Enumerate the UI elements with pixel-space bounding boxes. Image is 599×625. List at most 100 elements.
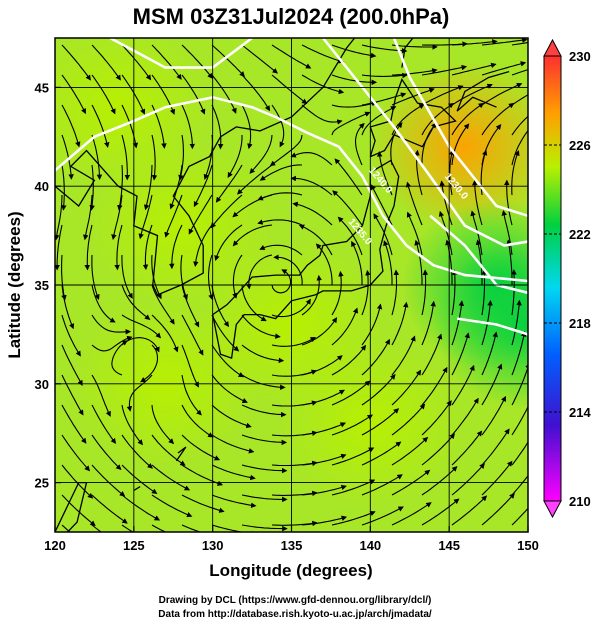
streamline	[211, 74, 237, 114]
streamline	[361, 373, 396, 406]
contour-line	[429, 214, 528, 295]
streamline	[481, 460, 513, 496]
contour-line	[456, 317, 528, 336]
streamline	[391, 68, 438, 76]
coastline	[369, 78, 457, 158]
streamline	[301, 274, 322, 316]
streamline	[271, 336, 317, 347]
streamline	[61, 314, 81, 357]
streamline	[241, 344, 285, 364]
x-tick-label: 150	[517, 538, 539, 553]
streamline	[241, 524, 288, 532]
streamline	[181, 404, 214, 438]
streamline	[451, 463, 485, 496]
streamline	[292, 201, 333, 226]
x-axis-label: Longitude (degrees)	[209, 561, 372, 580]
streamline	[169, 224, 183, 270]
streamline	[511, 331, 527, 376]
streamline	[471, 179, 483, 226]
streamline	[451, 495, 488, 526]
streamline	[121, 404, 143, 446]
streamline	[121, 464, 158, 495]
streamline	[301, 317, 338, 346]
streamline	[391, 335, 416, 376]
streamline	[438, 210, 453, 256]
streamline	[351, 240, 363, 285]
streamline	[301, 389, 345, 406]
streamline	[227, 135, 243, 178]
y-tick-label: 35	[35, 278, 49, 293]
streamline	[84, 224, 93, 271]
streamline	[241, 314, 281, 339]
colorbar-tick-label: 218	[569, 316, 591, 331]
streamline	[91, 434, 122, 471]
streamline	[301, 484, 347, 496]
streamline	[361, 408, 400, 436]
streamline	[439, 180, 453, 226]
streamline	[481, 363, 503, 406]
plot-area	[55, 38, 528, 532]
streamline	[61, 104, 81, 148]
streamline	[481, 428, 510, 466]
streamline	[361, 441, 402, 466]
streamline	[114, 224, 123, 271]
streamline	[421, 400, 452, 436]
streamline	[331, 100, 378, 108]
streamline	[241, 104, 253, 150]
streamline	[181, 104, 196, 150]
colorbar-tick-label: 214	[569, 405, 591, 420]
streamline	[361, 92, 407, 106]
streamline	[61, 494, 96, 527]
contour-line	[109, 38, 253, 69]
streamline	[301, 104, 343, 125]
streamline	[451, 430, 483, 466]
streamline	[301, 44, 345, 64]
x-tick-label: 125	[123, 538, 145, 553]
streamline	[61, 134, 74, 180]
streamline	[193, 224, 213, 267]
streamline	[391, 436, 429, 466]
streamline	[501, 210, 513, 256]
credit-data: Data from http://database.rish.kyoto-u.a…	[158, 609, 432, 620]
coastline	[456, 70, 510, 112]
streamline	[331, 479, 376, 496]
streamline	[91, 104, 110, 148]
streamline	[361, 474, 403, 496]
streamline	[121, 104, 139, 149]
streamline	[111, 194, 123, 240]
streamline	[83, 194, 93, 241]
streamline	[481, 395, 507, 436]
streamline	[271, 298, 311, 318]
streamline	[421, 269, 429, 316]
streamline	[271, 104, 285, 148]
streamline	[504, 179, 513, 226]
streamline	[301, 422, 347, 436]
credit-drawing: Drawing by DCL (https://www.gfd-dennou.o…	[159, 595, 432, 606]
streamline	[421, 85, 464, 106]
streamline	[211, 44, 245, 77]
streamline	[405, 181, 423, 226]
streamline	[451, 397, 479, 436]
streamline	[117, 164, 123, 211]
wind-streamlines	[55, 38, 528, 532]
streamline	[211, 284, 230, 328]
streamline	[91, 254, 100, 301]
streamline	[91, 374, 111, 417]
streamline	[448, 149, 455, 196]
colorbar-tick-label: 230	[569, 49, 591, 64]
streamline	[511, 69, 528, 76]
streamline	[91, 44, 121, 81]
streamline	[481, 492, 515, 526]
streamline	[481, 102, 515, 136]
streamline	[257, 192, 303, 201]
streamline	[91, 74, 116, 115]
streamline	[188, 194, 213, 235]
streamline	[61, 44, 91, 81]
streamline	[121, 434, 153, 469]
streamline	[481, 61, 527, 76]
streamline	[151, 404, 175, 445]
streamline	[61, 464, 94, 499]
streamline	[181, 74, 206, 115]
streamline	[406, 211, 423, 256]
